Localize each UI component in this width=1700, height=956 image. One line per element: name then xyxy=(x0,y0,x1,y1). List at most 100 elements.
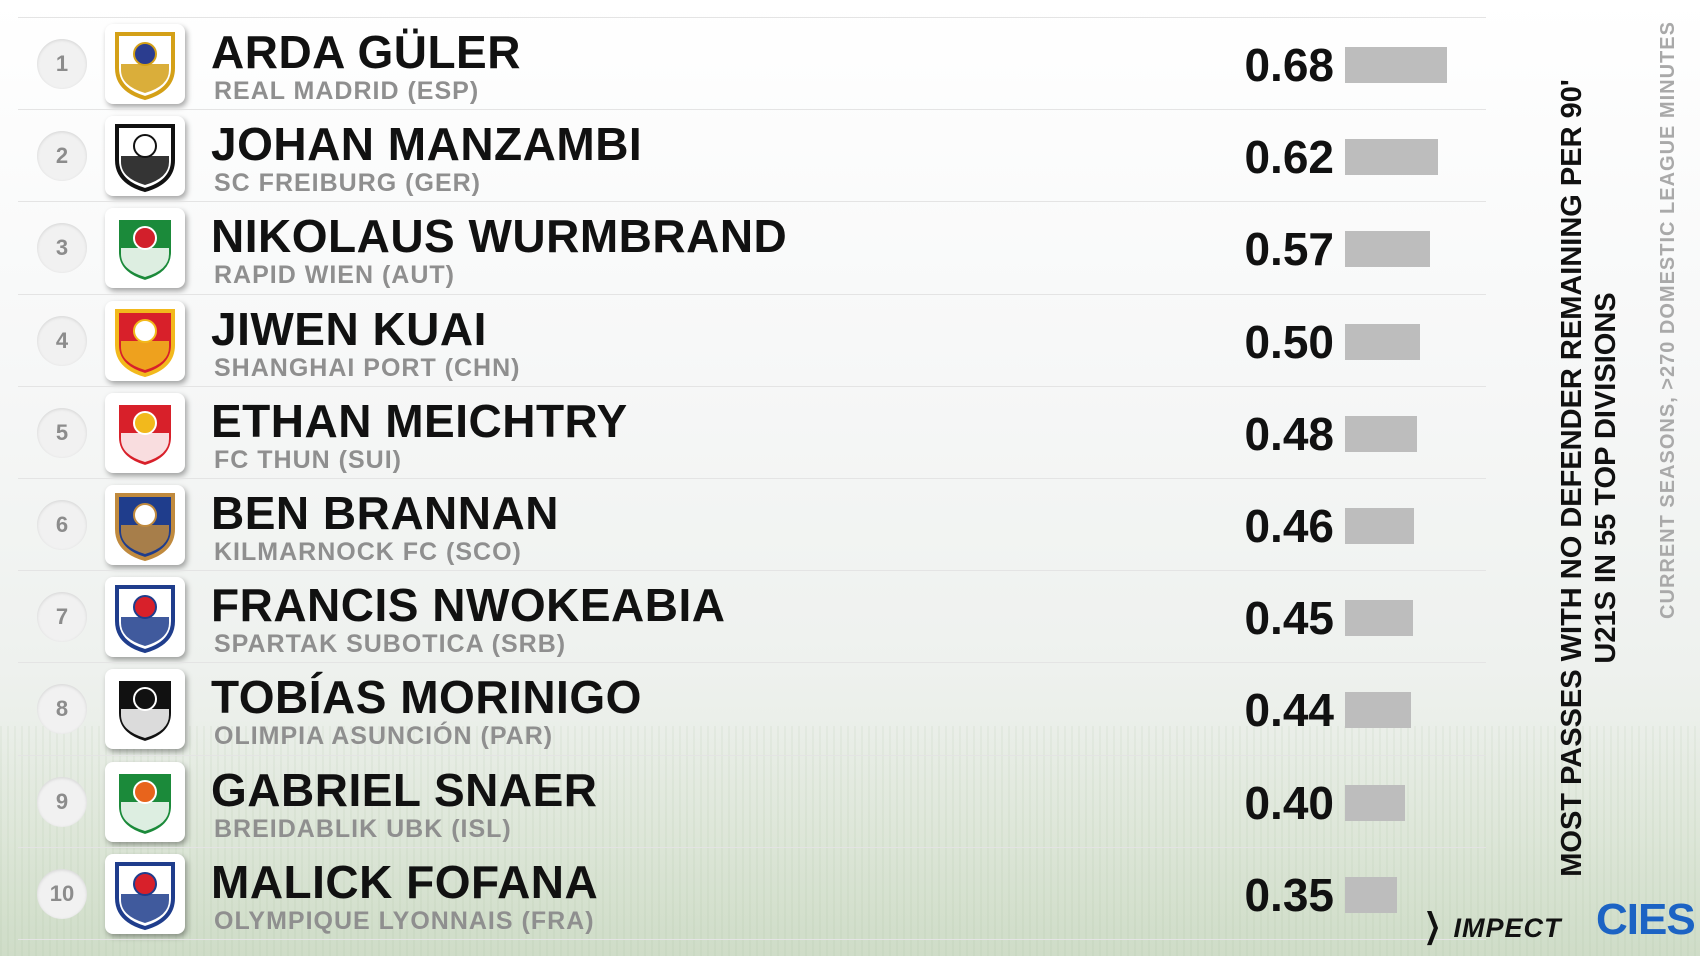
kilmarnock-badge-icon-graphic xyxy=(115,493,175,562)
player-name: ETHAN MEICHTRY xyxy=(211,394,628,447)
lyon-badge-icon xyxy=(105,853,185,934)
player-name: BEN BRANNAN xyxy=(211,487,559,539)
player-name: TOBÍAS MORINIGO xyxy=(211,671,642,724)
bar xyxy=(1345,692,1411,729)
data-label: 0.57 xyxy=(1244,223,1334,276)
data-label: 0.40 xyxy=(1244,776,1334,829)
chart-title: MOST PASSES WITH NO DEFENDER REMAINING P… xyxy=(1555,48,1625,908)
table-row: 5 ETHAN MEICHTRY FC THUN (SUI) 0.48 xyxy=(18,387,1486,479)
row-separator xyxy=(18,109,1486,111)
rapid-wien-badge-icon xyxy=(105,208,185,289)
player-name: GABRIEL SNAER xyxy=(211,763,598,816)
bar xyxy=(1345,231,1430,268)
row-separator xyxy=(18,293,1486,295)
table-row: 8 TOBÍAS MORINIGO OLIMPIA ASUNCIÓN (PAR) 0.… xyxy=(18,663,1486,755)
row-separator xyxy=(18,478,1486,479)
row-separator xyxy=(18,17,1486,18)
rank-circle: 6 xyxy=(37,500,87,550)
player-name: NIKOLAUS WURMBRAND xyxy=(211,210,788,263)
rank-circle: 2 xyxy=(37,131,87,182)
club-name: SHANGHAI PORT (CHN) xyxy=(214,353,521,382)
table-row: 3 NIKOLAUS WURMBRAND RAPID WIEN (AUT) 0.57 xyxy=(18,202,1486,294)
table-row: 1 ARDA GÜLER REAL MADRID (ESP) 0.68 xyxy=(18,18,1486,110)
real-madrid-badge-icon xyxy=(105,24,185,104)
row-separator xyxy=(18,939,1486,940)
rank-circle: 10 xyxy=(37,868,87,919)
data-label: 0.50 xyxy=(1244,315,1334,368)
spartak-subotica-badge-icon xyxy=(105,577,185,658)
row-separator xyxy=(18,662,1486,664)
rank-circle: 9 xyxy=(37,776,87,827)
player-name: JIWEN KUAI xyxy=(211,302,487,355)
table-row: 10 MALICK FOFANA OLYMPIQUE LYONNAIS (FRA) 0… xyxy=(18,848,1486,940)
ranking-table: 1 ARDA GÜLER REAL MADRID (ESP) 0.68 2 JOHAN M… xyxy=(18,17,1486,940)
player-name: ARDA GÜLER xyxy=(211,26,521,78)
table-row: 4 JIWEN KUAI SHANGHAI PORT (CHN) 0.50 xyxy=(18,295,1486,387)
club-name: BREIDABLIK UBK (ISL) xyxy=(214,814,512,843)
data-label: 0.46 xyxy=(1244,500,1334,552)
club-name: REAL MADRID (ESP) xyxy=(214,77,480,105)
data-label: 0.68 xyxy=(1244,39,1334,91)
club-name: OLIMPIA ASUNCIÓN (PAR) xyxy=(214,722,554,751)
bar xyxy=(1345,784,1405,821)
bar xyxy=(1345,323,1420,360)
club-name: SPARTAK SUBOTICA (SRB) xyxy=(214,630,567,659)
fc-thun-badge-icon xyxy=(105,392,185,473)
table-row: 7 FRANCIS NWOKEABIA SPARTAK SUBOTICA (SRB)… xyxy=(18,571,1486,663)
bar xyxy=(1345,47,1447,83)
impect-logo: ❯ IMPECT xyxy=(1418,906,1562,946)
freiburg-badge-icon xyxy=(105,116,185,197)
bar xyxy=(1345,415,1417,452)
club-name: OLYMPIQUE LYONNAIS (FRA) xyxy=(214,906,595,935)
data-label: 0.48 xyxy=(1244,407,1334,460)
table-row: 9 GABRIEL SNAER BREIDABLIK UBK (ISL) 0.40 xyxy=(18,756,1486,848)
row-separator xyxy=(18,754,1486,756)
data-label: 0.44 xyxy=(1244,684,1334,737)
fc-thun-badge-icon-graphic xyxy=(115,400,175,469)
data-label: 0.35 xyxy=(1244,868,1334,921)
kilmarnock-badge-icon xyxy=(105,485,185,565)
rank-circle: 1 xyxy=(37,39,87,89)
club-name: RAPID WIEN (AUT) xyxy=(214,261,455,290)
row-separator xyxy=(18,846,1486,848)
title-line-1: MOST PASSES WITH NO DEFENDER REMAINING P… xyxy=(1556,79,1588,877)
player-name: FRANCIS NWOKEABIA xyxy=(211,579,726,632)
chart-subtitle: CURRENT SEASONS, >270 DOMESTIC LEAGUE MI… xyxy=(1657,21,1679,619)
table-row: 2 JOHAN MANZAMBI SC FREIBURG (GER) 0.62 xyxy=(18,110,1486,202)
club-name: SC FREIBURG (GER) xyxy=(214,169,481,198)
bar xyxy=(1345,508,1414,544)
olimpia-badge-icon xyxy=(105,669,185,750)
player-name: JOHAN MANZAMBI xyxy=(211,118,643,171)
grass-background xyxy=(0,726,1700,956)
title-line-2: U21S IN 55 TOP DIVISIONS xyxy=(1590,292,1622,664)
bar xyxy=(1345,600,1413,637)
rank-circle: 5 xyxy=(37,407,87,458)
row-separator xyxy=(18,201,1486,203)
impect-chevron-icon: ❯ xyxy=(1423,907,1442,945)
freiburg-badge-icon-graphic xyxy=(115,124,175,193)
table-row: 6 BEN BRANNAN KILMARNOCK FC (SCO) 0.46 xyxy=(18,479,1486,571)
rank-circle: 3 xyxy=(37,223,87,274)
shanghai-port-badge-icon xyxy=(105,300,185,381)
lyon-badge-icon-graphic xyxy=(115,861,175,930)
breidablik-badge-icon-graphic xyxy=(115,769,175,838)
shanghai-port-badge-icon-graphic xyxy=(115,308,175,377)
player-name: MALICK FOFANA xyxy=(211,855,599,908)
rapid-wien-badge-icon-graphic xyxy=(115,216,175,285)
club-name: KILMARNOCK FC (SCO) xyxy=(214,538,522,566)
real-madrid-badge-icon-graphic xyxy=(115,32,175,101)
olimpia-badge-icon-graphic xyxy=(115,677,175,746)
club-name: FC THUN (SUI) xyxy=(214,445,402,474)
rank-circle: 4 xyxy=(37,315,87,366)
impect-wordmark: IMPECT xyxy=(1453,913,1562,943)
data-label: 0.62 xyxy=(1244,131,1334,184)
data-label: 0.45 xyxy=(1244,592,1334,645)
row-separator xyxy=(18,570,1486,572)
spartak-subotica-badge-icon-graphic xyxy=(115,585,175,654)
bar xyxy=(1345,876,1397,913)
rank-circle: 7 xyxy=(37,592,87,643)
bar xyxy=(1345,139,1438,176)
row-separator xyxy=(18,385,1486,387)
breidablik-badge-icon xyxy=(105,761,185,842)
cies-logo: CIES xyxy=(1596,895,1696,944)
